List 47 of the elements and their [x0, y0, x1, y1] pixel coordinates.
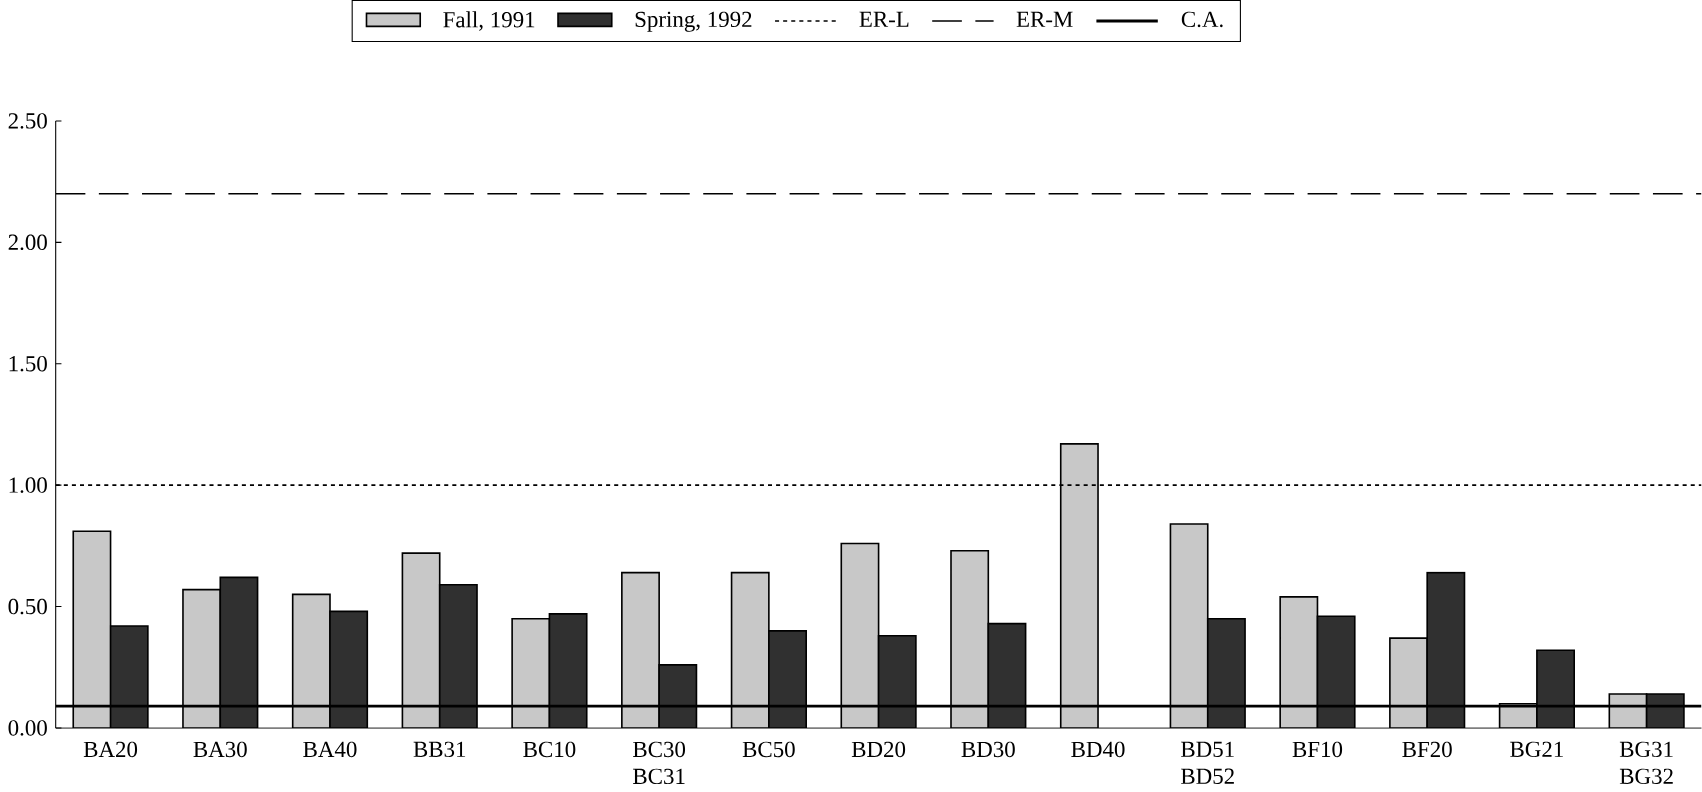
x-tick-label: BC30 BC31 — [633, 741, 686, 785]
x-tick-label: BC10 — [523, 741, 576, 758]
x-tick-label: BF10 — [1292, 741, 1343, 758]
y-tick-label: 2.00 — [8, 234, 47, 251]
bar — [1279, 596, 1319, 729]
bar — [511, 618, 551, 729]
x-tick-label: BF20 — [1402, 741, 1452, 758]
bar — [1316, 615, 1356, 729]
bar — [438, 584, 478, 729]
x-tick-label: BD20 — [851, 741, 906, 758]
bar — [548, 613, 588, 729]
bar — [182, 588, 222, 729]
legend-label: C.A. — [1181, 11, 1223, 28]
x-tick-label: BG21 — [1510, 741, 1563, 758]
bar — [1426, 571, 1466, 729]
legend-label: Fall, 1991 — [443, 11, 535, 31]
bar — [72, 530, 112, 729]
x-tick-label: BD51 BD52 — [1181, 741, 1234, 785]
y-tick-label: 0.00 — [8, 720, 47, 736]
x-tick-label: BA40 — [303, 741, 357, 758]
y-tick-label: 1.00 — [9, 477, 47, 494]
x-tick-label: BB31 — [413, 741, 466, 758]
bar — [730, 571, 770, 729]
x-tick-label: BD30 — [961, 741, 1015, 758]
bar — [621, 571, 660, 729]
x-tick-label: BD40 — [1071, 741, 1125, 758]
bar — [401, 552, 441, 729]
bar — [987, 622, 1027, 729]
legend-label: Spring, 1992 — [635, 11, 752, 32]
legend-label: ER-M — [1016, 11, 1073, 27]
x-tick-label: BA30 — [193, 741, 247, 758]
x-tick-label: BC50 — [742, 741, 795, 758]
y-tick-label: 2.50 — [8, 113, 47, 129]
x-tick-label: BG31 BG32 — [1619, 741, 1673, 785]
y-tick-label: 0.50 — [8, 598, 47, 615]
bar — [950, 550, 990, 729]
bar — [1169, 523, 1209, 729]
bar — [219, 576, 259, 729]
legend-label: ER-L — [859, 11, 909, 27]
bar — [840, 542, 880, 729]
x-tick-label: BA20 — [83, 741, 138, 758]
bar — [291, 593, 331, 729]
bar — [877, 635, 917, 729]
bar — [1059, 443, 1099, 729]
y-tick-label: 1.50 — [9, 356, 47, 372]
bar — [329, 610, 369, 729]
bar — [109, 625, 149, 729]
